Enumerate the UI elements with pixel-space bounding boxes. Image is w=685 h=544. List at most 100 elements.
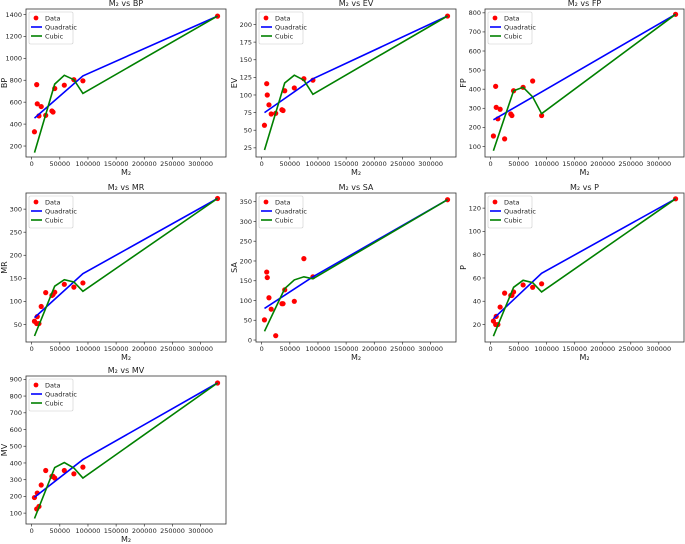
- y-tick-label: 200: [240, 257, 252, 265]
- x-axis-label: M₂: [351, 353, 361, 362]
- x-axis-label: M₂: [579, 168, 589, 177]
- data-point: [280, 107, 286, 114]
- axes-frame: [255, 192, 457, 343]
- y-tick-label: 1400: [5, 11, 22, 19]
- y-tick-label: 800: [10, 392, 22, 400]
- x-tick-label: 300000: [418, 345, 443, 353]
- y-axis-label: BP: [0, 78, 9, 88]
- x-tick-label: 250000: [160, 527, 185, 535]
- quadratic-fit-line: [33, 197, 218, 319]
- y-tick-label: 100: [240, 297, 252, 305]
- y-tick-label: 120: [469, 204, 481, 212]
- data-point: [539, 281, 545, 287]
- y-tick-label: 150: [240, 56, 252, 64]
- data-point: [502, 136, 508, 142]
- y-tick-label: 175: [240, 38, 252, 46]
- cubic-fit-line: [492, 13, 677, 151]
- legend-label-quadratic: Quadratic: [504, 23, 536, 31]
- x-tick-label: 250000: [160, 345, 185, 353]
- x-tick-label: 300000: [646, 345, 671, 353]
- data-point: [80, 464, 86, 470]
- x-tick-label: 100000: [76, 160, 101, 168]
- x-tick-label: 150000: [562, 160, 587, 168]
- legend-marker-data: [33, 199, 39, 205]
- x-tick-label: 300000: [188, 160, 213, 168]
- data-point: [301, 256, 307, 262]
- x-tick-label: 150000: [334, 345, 359, 353]
- data-point: [490, 133, 497, 139]
- x-tick-label: 200000: [362, 345, 387, 353]
- data-point: [61, 82, 67, 88]
- data-point: [291, 85, 297, 91]
- legend-label-data: Data: [45, 381, 61, 389]
- data-point: [280, 301, 286, 307]
- y-tick-label: 350: [240, 198, 252, 206]
- x-axis-label: M₂: [121, 353, 131, 362]
- y-tick-label: 50: [244, 317, 252, 325]
- x-tick-label: 50000: [279, 345, 300, 353]
- data-point: [264, 274, 270, 281]
- data-point: [266, 295, 272, 301]
- legend-label-cubic: Cubic: [45, 32, 64, 40]
- subplot-mr: M₂ vs MR M₂ MR 0 50000 100000 150000 200000 2500…: [0, 183, 227, 362]
- x-tick-label: 50000: [508, 345, 529, 353]
- y-tick-label: 75: [244, 109, 252, 117]
- data-point: [50, 109, 56, 115]
- data-point: [61, 467, 67, 474]
- x-tick-label: 200000: [132, 527, 157, 535]
- y-tick-label: 400: [10, 120, 22, 128]
- data-point: [38, 303, 44, 310]
- x-tick-label: 300000: [418, 160, 443, 168]
- subplot-ev: M₂ vs EV M₂ EV 0 50000 100000 150000 200000 2500…: [230, 0, 457, 177]
- x-tick-label: 100000: [76, 527, 101, 535]
- x-axis-label: M₂: [351, 168, 361, 177]
- y-tick-label: 800: [469, 9, 481, 17]
- y-tick-label: 100: [10, 509, 22, 517]
- x-tick-label: 150000: [562, 345, 587, 353]
- x-tick-label: 0: [30, 345, 34, 353]
- chart-title: M₂ vs SA: [339, 183, 374, 192]
- subplot-p: M₂ vs P M₂ P 0 50000 100000 150000 200000 250000…: [459, 183, 685, 362]
- data-point: [71, 471, 77, 477]
- data-point: [34, 82, 40, 88]
- data-point: [268, 111, 274, 117]
- legend-label-quadratic: Quadratic: [504, 207, 536, 215]
- data-point: [539, 112, 545, 119]
- x-axis-label: M₂: [579, 353, 589, 362]
- y-tick-label: 400: [10, 459, 22, 467]
- data-point: [261, 317, 268, 323]
- cubic-fit-line: [492, 198, 677, 337]
- legend-label-data: Data: [275, 14, 291, 22]
- data-point: [80, 78, 86, 84]
- data-point: [509, 112, 515, 119]
- data-point: [71, 284, 77, 290]
- x-tick-label: 0: [30, 160, 34, 168]
- y-tick-label: 400: [469, 86, 481, 94]
- data-point: [520, 282, 526, 288]
- data-point: [61, 281, 67, 287]
- data-point: [530, 78, 536, 84]
- data-point: [264, 81, 270, 87]
- legend-label-data: Data: [504, 198, 520, 206]
- x-tick-label: 250000: [390, 160, 415, 168]
- y-tick-label: 50: [14, 321, 22, 329]
- y-tick-label: 0: [248, 336, 252, 344]
- y-tick-label: 1200: [5, 33, 22, 41]
- cubic-fit-line: [263, 15, 448, 151]
- data-point: [31, 129, 38, 135]
- y-tick-label: 125: [240, 74, 252, 82]
- cubic-fit-line: [33, 15, 218, 153]
- x-axis-label: M₂: [121, 168, 131, 177]
- x-tick-label: 200000: [362, 160, 387, 168]
- x-tick-label: 300000: [188, 527, 213, 535]
- x-axis-label: M₂: [121, 535, 131, 544]
- axes-frame: [484, 8, 685, 158]
- x-tick-label: 50000: [49, 527, 70, 535]
- data-point: [264, 92, 270, 98]
- y-tick-label: 200: [469, 124, 481, 132]
- x-tick-label: 200000: [132, 345, 157, 353]
- y-tick-label: 25: [244, 144, 252, 152]
